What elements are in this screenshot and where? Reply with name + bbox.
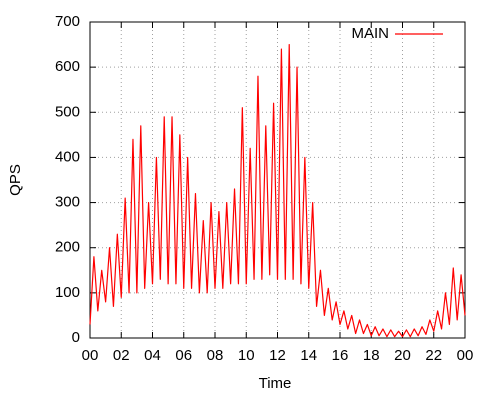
x-tick-label: 06 [175, 347, 192, 364]
data-line [89, 43, 466, 338]
x-tick-label: 20 [394, 347, 411, 364]
y-tick-label: 0 [72, 329, 80, 346]
y-tick-label: 600 [55, 58, 80, 75]
y-axis-label: QPS [7, 164, 24, 196]
x-tick-label: 02 [113, 347, 130, 364]
legend-label: MAIN [352, 25, 390, 42]
plot-frame [89, 21, 466, 339]
x-tick-label: 10 [238, 347, 255, 364]
y-tick-label: 500 [55, 103, 80, 120]
x-tick-label: 16 [332, 347, 349, 364]
y-tick-label: 400 [55, 148, 80, 165]
y-tick-label: 300 [55, 194, 80, 211]
x-tick-label: 00 [82, 347, 99, 364]
y-tick-label: 700 [55, 13, 80, 30]
y-tick-label: 100 [55, 284, 80, 301]
x-axis-label: Time [259, 375, 292, 392]
x-tick-label: 18 [363, 347, 380, 364]
x-tick-label: 08 [207, 347, 224, 364]
x-tick-label: 14 [300, 347, 317, 364]
x-tick-label: 22 [425, 347, 442, 364]
x-tick-label: 04 [144, 347, 161, 364]
x-tick-label: 12 [269, 347, 286, 364]
y-tick-label: 200 [55, 239, 80, 256]
x-tick-label: 00 [457, 347, 474, 364]
